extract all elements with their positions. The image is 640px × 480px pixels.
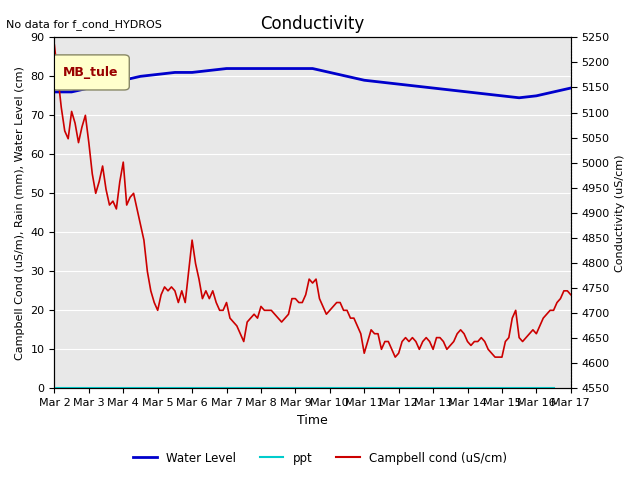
Title: Conductivity: Conductivity (260, 15, 365, 33)
FancyBboxPatch shape (52, 55, 129, 90)
Text: MB_tule: MB_tule (63, 66, 118, 79)
Text: No data for f_cond_HYDROS: No data for f_cond_HYDROS (6, 19, 163, 30)
Y-axis label: Conductivity (uS/cm): Conductivity (uS/cm) (615, 154, 625, 272)
Legend: Water Level, ppt, Campbell cond (uS/cm): Water Level, ppt, Campbell cond (uS/cm) (128, 447, 512, 469)
Y-axis label: Campbell Cond (uS/m), Rain (mm), Water Level (cm): Campbell Cond (uS/m), Rain (mm), Water L… (15, 66, 25, 360)
X-axis label: Time: Time (297, 414, 328, 427)
